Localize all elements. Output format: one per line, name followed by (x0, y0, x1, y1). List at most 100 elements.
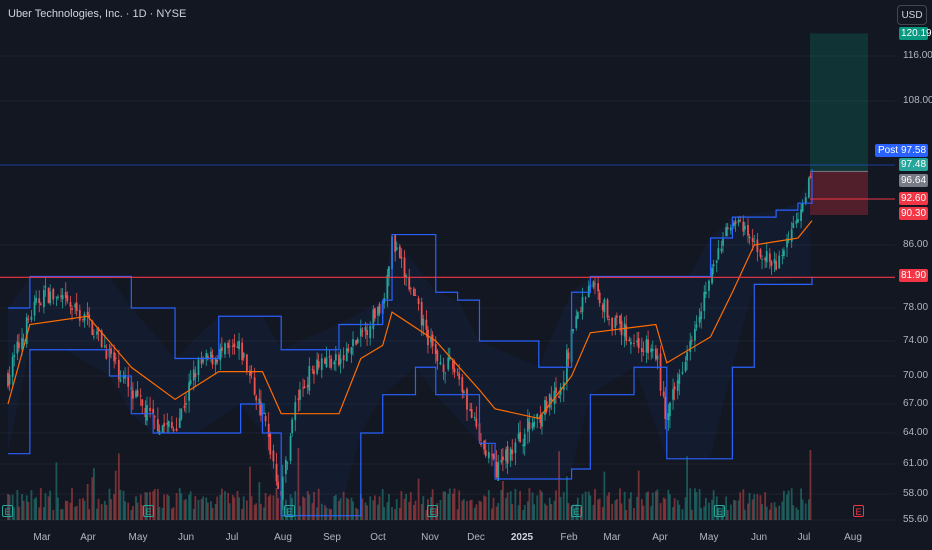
earnings-marker[interactable]: E (284, 505, 295, 517)
volume-bar (597, 499, 600, 520)
candle-body (645, 339, 648, 353)
candle-body (584, 298, 587, 300)
candle-body (470, 409, 473, 418)
volume-bar (122, 490, 125, 520)
volume-bar (526, 501, 529, 520)
candle-body (55, 296, 58, 298)
last-price-tag: 97.48 (899, 158, 928, 171)
candle-body (359, 328, 362, 337)
candle-body (775, 261, 777, 270)
volume-bar (708, 502, 710, 520)
candle-body (782, 250, 785, 257)
earnings-marker[interactable]: E (714, 505, 725, 517)
candle-body (141, 399, 144, 406)
volume-bar (103, 500, 106, 520)
volume-bar (269, 494, 272, 520)
volume-bar (320, 503, 323, 520)
candle-body (131, 390, 134, 399)
time-tick-label: 2025 (510, 532, 534, 543)
candle-body (299, 389, 301, 400)
candle-body (715, 260, 718, 263)
candle-body (361, 331, 364, 333)
volume-bar (475, 504, 478, 520)
candle-body (497, 462, 500, 481)
candle-body (180, 408, 183, 419)
volume-bar (733, 499, 735, 520)
volume-bar (664, 498, 667, 520)
volume-bar (558, 451, 560, 520)
candle-body (587, 286, 590, 297)
volume-bar (659, 503, 662, 520)
volume-bar (461, 500, 464, 520)
candle-body (684, 361, 687, 372)
volume-bar (398, 507, 401, 520)
candle-body (667, 413, 670, 421)
volume-bar (642, 505, 645, 520)
volume-bar (238, 497, 240, 520)
candle-body (21, 338, 23, 350)
volume-bar (505, 498, 507, 520)
candle-body (75, 302, 78, 312)
candle-body (342, 355, 345, 361)
volume-bar (339, 498, 342, 520)
volume-bar (553, 500, 556, 520)
volume-bar (192, 509, 195, 520)
volume-bar (197, 499, 200, 520)
candle-body (597, 283, 600, 292)
volume-bar (216, 496, 219, 520)
candle-body (74, 304, 77, 308)
price-tick-label: 74.00 (903, 335, 929, 346)
price-tick-label: 61.00 (903, 458, 929, 469)
volume-bar (253, 504, 256, 520)
candle-body (345, 348, 348, 362)
currency-button[interactable]: USD (897, 5, 927, 25)
candle-body (163, 423, 166, 427)
candle-body (453, 368, 456, 373)
volume-bar (113, 493, 116, 520)
earnings-marker[interactable]: E (143, 505, 154, 517)
candle-body (16, 341, 19, 354)
volume-bar (539, 489, 542, 520)
candle-body (275, 463, 278, 482)
candle-body (703, 291, 706, 311)
candle-body (726, 227, 729, 230)
symbol-title[interactable]: Uber Technologies, Inc. · 1D · NYSE (8, 8, 187, 20)
volume-bar (158, 506, 161, 520)
earnings-marker[interactable]: E (571, 505, 582, 517)
volume-bar (206, 502, 209, 520)
candle-body (473, 417, 476, 419)
volume-bar (395, 498, 398, 520)
candle-body (442, 364, 445, 372)
volume-bar (100, 504, 103, 520)
candle-body (350, 347, 353, 355)
volume-bar (430, 496, 432, 520)
earnings-marker[interactable]: E (427, 505, 438, 517)
candle-body (231, 345, 234, 347)
volume-bar (466, 501, 468, 520)
donchian-channel (7, 168, 813, 517)
volume-bar (759, 495, 762, 520)
volume-bar (163, 494, 166, 520)
candle-body (448, 357, 451, 360)
volume-bar (589, 495, 592, 520)
volume-bar (681, 509, 684, 520)
earnings-marker[interactable]: E (853, 505, 864, 517)
earnings-marker[interactable]: E (2, 505, 13, 517)
candle-body (242, 353, 245, 358)
candle-body (325, 357, 328, 368)
candle-body (659, 353, 662, 391)
candle-body (623, 323, 626, 337)
volume-bar (144, 492, 147, 520)
candle-body (192, 369, 195, 381)
volume-bar (88, 509, 91, 520)
volume-bar (662, 497, 665, 520)
volume-bar (219, 494, 222, 520)
candle-body (642, 350, 645, 352)
volume-bar (188, 494, 190, 520)
candle-body (386, 275, 389, 299)
candle-body (517, 433, 520, 439)
candle-body (388, 266, 390, 277)
volume-bar (509, 491, 512, 520)
candle-body (690, 340, 693, 341)
